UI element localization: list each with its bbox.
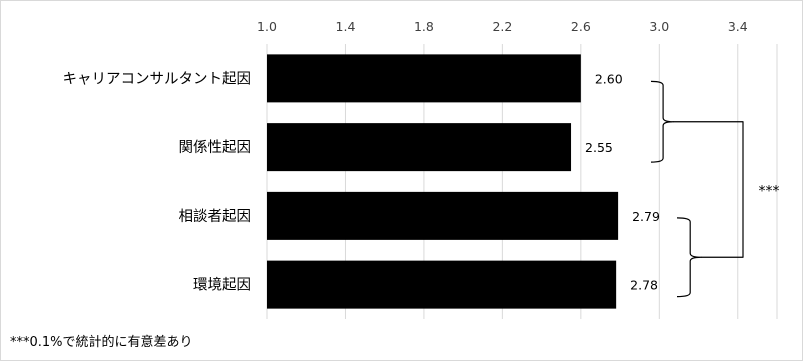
data-label: 2.60 <box>595 71 623 86</box>
x-tick-label: 3.4 <box>728 19 748 34</box>
x-tick-label: 1.8 <box>414 19 434 34</box>
significance-connector <box>673 121 744 258</box>
x-tick-label: 1.4 <box>336 19 356 34</box>
data-labels: 2.60 2.55 2.79 2.78 <box>585 71 660 292</box>
significance-brace <box>650 80 674 163</box>
category-label: 環境起因 <box>193 276 251 294</box>
bar <box>267 191 619 240</box>
significance-brackets: *** <box>650 80 780 298</box>
significance-marker: *** <box>759 184 780 200</box>
category-label: キャリアコンサルタント起因 <box>63 70 252 87</box>
x-tick-label: 2.6 <box>571 19 591 34</box>
x-axis-ticks: 1.0 1.4 1.8 2.2 2.6 3.0 3.4 <box>257 19 748 34</box>
x-tick-label: 3.0 <box>649 19 669 34</box>
significance-brace <box>676 217 702 298</box>
bar <box>267 260 617 309</box>
category-label: 相談者起因 <box>179 208 252 225</box>
bar <box>267 123 572 172</box>
data-label: 2.55 <box>585 140 613 155</box>
category-label: 関係性起因 <box>179 139 252 156</box>
footnote: ***0.1%で統計的に有意差あり <box>10 335 193 350</box>
data-label: 2.79 <box>632 209 660 224</box>
x-tick-label: 2.2 <box>492 19 512 34</box>
bar <box>267 54 581 103</box>
data-label: 2.78 <box>630 278 658 293</box>
x-tick-label: 1.0 <box>257 19 277 34</box>
bars <box>267 54 619 309</box>
